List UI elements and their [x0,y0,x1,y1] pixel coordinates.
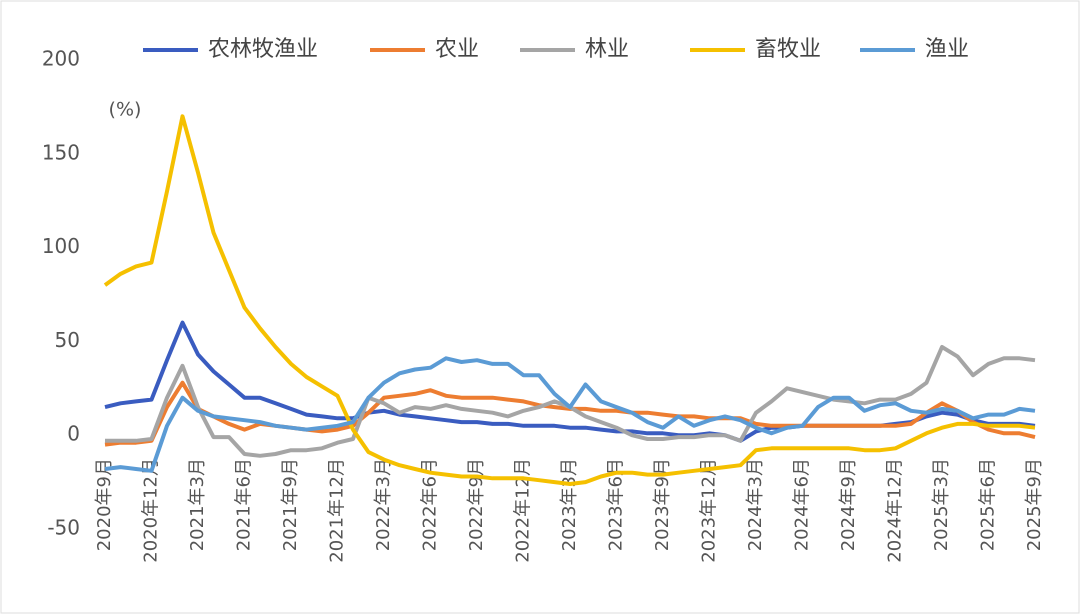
x-tick-label: 2021年3月 [187,458,208,551]
y-tick-label: 0 [67,422,80,446]
x-tick-label: 2020年12月 [141,458,162,563]
x-tick-label: 2022年6月 [420,458,441,551]
x-tick-label: 2022年12月 [513,458,534,563]
x-tick-label: 2023年9月 [652,458,673,551]
x-tick-label: 2025年3月 [931,458,952,551]
legend-label: 农林牧渔业 [208,37,318,62]
legend-label: 林业 [585,37,629,62]
series-line [104,356,1036,473]
y-tick-label: 150 [42,140,80,164]
unit-label: (%) [109,99,142,121]
x-tick-label: 2025年6月 [978,458,999,551]
legend-label: 渔业 [925,37,969,62]
x-tick-label: 2021年12月 [327,458,348,563]
x-tick-label: 2024年9月 [838,458,859,551]
series-line [103,114,1036,486]
x-tick-label: 2021年9月 [280,458,301,551]
y-tick-label: 200 [42,47,80,71]
x-tick-label: 2025年9月 [1024,458,1045,551]
x-tick-label: 2021年6月 [234,458,255,551]
x-tick-label: 2022年9月 [466,458,487,551]
x-tick-label: 2024年12月 [885,458,906,563]
y-tick-label: 50 [55,328,80,352]
y-tick-label: 100 [42,234,80,258]
x-tick-label: 2023年12月 [699,458,720,563]
x-tick-label: 2023年6月 [606,458,627,551]
x-tick-label: 2024年3月 [745,458,766,551]
x-tick-label: 2022年3月 [373,458,394,551]
legend-label: 畜牧业 [755,37,821,62]
x-tick-label: 2024年6月 [792,458,813,551]
y-tick-label: -50 [47,516,80,540]
legend-label: 农业 [435,37,479,62]
x-tick-label: 2023年3月 [559,458,580,551]
x-tick-label: 2020年9月 [94,458,115,551]
